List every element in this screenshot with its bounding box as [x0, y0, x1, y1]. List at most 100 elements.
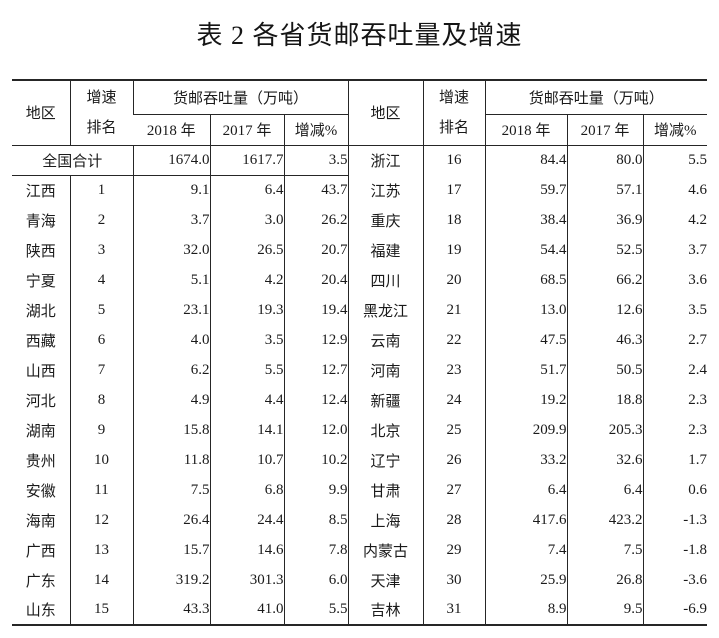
table-row: 安徽 11 7.5 6.8 9.9 甘肃 27 6.4 6.4 0.6: [12, 475, 708, 505]
right-2018-value-cell: 84.4: [484, 145, 568, 175]
right-2017-value-cell: 52.5: [566, 235, 644, 265]
right-change-value-cell: 4.6: [642, 175, 708, 205]
right-rank-cell: 29: [422, 535, 486, 565]
right-region-cell: 浙江: [347, 145, 424, 175]
left-2018-value-cell: 15.8: [132, 415, 210, 445]
right-rank-cell: 19: [422, 235, 486, 265]
growth-rank-line1: 增速: [86, 89, 117, 106]
left-change-value-cell: 26.2: [283, 205, 349, 235]
right-rank-cell: 17: [422, 175, 486, 205]
right-2018-value-cell: 47.5: [484, 325, 568, 355]
right-change-value-cell: -1.8: [642, 535, 708, 565]
left-rank-cell: 5: [69, 295, 133, 325]
table-row: 湖北 5 23.1 19.3 19.4 黑龙江 21 13.0 12.6 3.5: [12, 295, 708, 325]
left-rank-cell: 7: [69, 355, 133, 385]
table-row: 海南 12 26.4 24.4 8.5 上海 28 417.6 423.2 -1.3: [12, 505, 708, 535]
left-rank-cell: 8: [69, 385, 133, 415]
table-row: 青海 2 3.7 3.0 26.2 重庆 18 38.4 36.9 4.2: [12, 205, 708, 235]
right-region-cell: 河南: [347, 355, 424, 385]
right-rank-cell: 21: [422, 295, 486, 325]
left-2018-value-cell: 9.1: [132, 175, 210, 205]
right-change-value-cell: 2.3: [642, 415, 708, 445]
left-change-header: 增减%: [283, 114, 349, 146]
right-change-value-cell: 2.3: [642, 385, 708, 415]
left-2018-value-cell: 43.3: [132, 595, 210, 625]
table-row: 陕西 3 32.0 26.5 20.7 福建 19 54.4 52.5 3.7: [12, 235, 708, 265]
left-region-cell: 贵州: [25, 453, 56, 470]
left-rank-cell: 3: [69, 235, 133, 265]
left-2018-value-cell: 15.7: [132, 535, 210, 565]
left-change-value-cell: 12.9: [283, 325, 349, 355]
right-rank-cell: 31: [422, 595, 486, 625]
right-region-cell: 四川: [347, 265, 424, 295]
right-change-value-cell: 3.5: [642, 295, 708, 325]
left-2017-value-cell: 10.7: [209, 445, 284, 475]
right-2018-value-cell: 13.0: [484, 295, 568, 325]
left-2018-header: 2018 年: [133, 114, 210, 146]
left-change-value-cell: 19.4: [283, 295, 349, 325]
left-region-cell: 安徽: [25, 483, 56, 500]
right-2017-value-cell: 9.5: [566, 595, 644, 625]
table-row: 西藏 6 4.0 3.5 12.9 云南 22 47.5 46.3 2.7: [12, 325, 708, 355]
left-region-cell: 河北: [25, 393, 56, 410]
right-2017-value-cell: 46.3: [566, 325, 644, 355]
right-rank-cell: 20: [422, 265, 486, 295]
table-body: 全国合计 1674.0 1617.7 3.5 浙江 16 84.4 80.0 5.5 江西 1 9.1…: [12, 145, 708, 625]
left-change-value-cell: 12.7: [283, 355, 349, 385]
growth-rank-line2: 排名: [86, 119, 117, 136]
right-2018-value-cell: 33.2: [484, 445, 568, 475]
left-region-cell: 湖北: [25, 303, 56, 320]
table-row: 江西 1 9.1 6.4 43.7 江苏 17 59.7 57.1 4.6: [12, 175, 708, 205]
right-change-value-cell: 5.5: [642, 145, 708, 175]
left-change-value-cell: 3.5: [283, 145, 349, 176]
growth-rank-line2: 排名: [439, 119, 470, 136]
table-row: 湖南 9 15.8 14.1 12.0 北京 25 209.9 205.3 2.3: [12, 415, 708, 445]
left-2017-value-cell: 24.4: [209, 505, 284, 535]
left-2017-value-cell: 3.0: [209, 205, 284, 235]
right-rank-cell: 16: [422, 145, 486, 175]
left-2017-value-cell: 14.1: [209, 415, 284, 445]
left-2017-value-cell: 14.6: [209, 535, 284, 565]
right-change-value-cell: 3.7: [642, 235, 708, 265]
left-rank-cell: 11: [69, 475, 133, 505]
right-region-cell: 云南: [347, 325, 424, 355]
table-row: 贵州 10 11.8 10.7 10.2 辽宁 26 33.2 32.6 1.7: [12, 445, 708, 475]
left-region-cell: 山东: [25, 603, 56, 619]
right-2017-value-cell: 36.9: [566, 205, 644, 235]
left-region-cell: 山西: [25, 363, 56, 380]
left-2017-value-cell: 41.0: [209, 595, 284, 625]
right-change-value-cell: -1.3: [642, 505, 708, 535]
left-rank-cell: 2: [69, 205, 133, 235]
right-region-cell: 甘肃: [347, 475, 424, 505]
table-row: 宁夏 4 5.1 4.2 20.4 四川 20 68.5 66.2 3.6: [12, 265, 708, 295]
left-region-cell: 宁夏: [25, 273, 56, 290]
right-2017-value-cell: 7.5: [566, 535, 644, 565]
right-2017-value-cell: 205.3: [566, 415, 644, 445]
left-2018-value-cell: 4.0: [132, 325, 210, 355]
right-2018-value-cell: 59.7: [484, 175, 568, 205]
right-2017-value-cell: 57.1: [566, 175, 644, 205]
left-region-cell: 湖南: [25, 423, 56, 440]
right-2018-value-cell: 6.4: [484, 475, 568, 505]
right-rank-cell: 30: [422, 565, 486, 595]
left-change-value-cell: 6.0: [283, 565, 349, 595]
right-2017-value-cell: 32.6: [566, 445, 644, 475]
left-2017-value-cell: 4.2: [209, 265, 284, 295]
left-change-value-cell: 20.4: [283, 265, 349, 295]
right-2018-value-cell: 51.7: [484, 355, 568, 385]
left-2017-value-cell: 6.8: [209, 475, 284, 505]
header-row-1: 地区 增速 排名 货邮吞吐量（万吨） 地区 增速 排名 货邮吞吐量（万吨）: [12, 80, 708, 146]
right-rank-cell: 27: [422, 475, 486, 505]
right-2017-header: 2017 年: [566, 114, 644, 146]
header-row-2: 2018 年 2017 年 增减% 2018 年 2017 年 增减%: [12, 114, 708, 146]
right-region-cell: 江苏: [347, 175, 424, 205]
right-2017-value-cell: 18.8: [566, 385, 644, 415]
right-2017-value-cell: 26.8: [566, 565, 644, 595]
left-change-value-cell: 8.5: [283, 505, 349, 535]
left-change-value-cell: 9.9: [283, 475, 349, 505]
right-region-header: 地区: [347, 80, 424, 146]
left-region-cell: 陕西: [25, 243, 56, 260]
right-change-value-cell: 4.2: [642, 205, 708, 235]
left-change-value-cell: 12.0: [283, 415, 349, 445]
